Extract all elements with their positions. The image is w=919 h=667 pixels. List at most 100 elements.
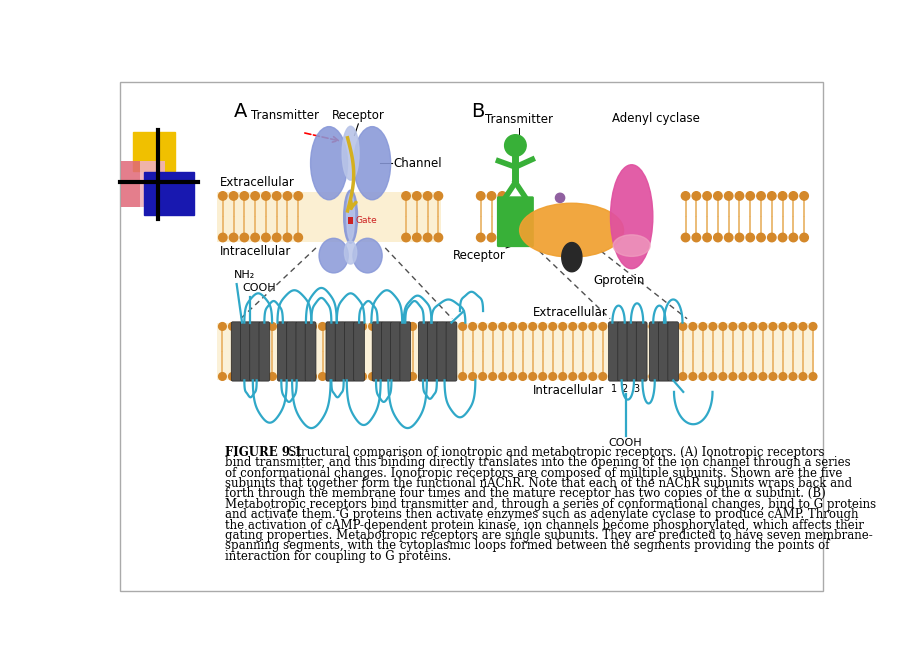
Text: Extracellular: Extracellular — [532, 305, 607, 319]
Circle shape — [438, 323, 446, 330]
Circle shape — [389, 323, 396, 330]
Circle shape — [229, 233, 237, 241]
Circle shape — [299, 323, 306, 330]
Circle shape — [358, 373, 366, 380]
Text: Metabotropic receptors bind transmitter and, through a series of conformational : Metabotropic receptors bind transmitter … — [225, 498, 875, 511]
Circle shape — [549, 373, 556, 380]
Circle shape — [766, 233, 776, 241]
Text: Channel: Channel — [392, 157, 441, 169]
Circle shape — [691, 191, 699, 200]
Circle shape — [228, 323, 236, 330]
Circle shape — [678, 373, 686, 380]
Circle shape — [428, 323, 436, 330]
Circle shape — [728, 373, 736, 380]
Circle shape — [261, 233, 270, 241]
Text: Receptor: Receptor — [453, 249, 505, 262]
Circle shape — [476, 191, 484, 200]
Circle shape — [728, 323, 736, 330]
Circle shape — [238, 373, 246, 380]
Circle shape — [408, 373, 416, 380]
Circle shape — [398, 373, 406, 380]
Ellipse shape — [353, 238, 381, 273]
Circle shape — [219, 233, 227, 241]
Circle shape — [789, 373, 796, 380]
Ellipse shape — [311, 127, 347, 200]
Text: forth through the membrane four times and the mature receptor has two copies of : forth through the membrane four times an… — [225, 488, 825, 500]
Circle shape — [459, 323, 466, 330]
FancyBboxPatch shape — [496, 196, 533, 247]
FancyBboxPatch shape — [287, 321, 297, 381]
FancyBboxPatch shape — [372, 321, 382, 381]
Circle shape — [498, 373, 506, 380]
Circle shape — [497, 191, 506, 200]
Circle shape — [738, 323, 746, 330]
Circle shape — [598, 323, 606, 330]
FancyBboxPatch shape — [217, 191, 440, 241]
Circle shape — [528, 373, 536, 380]
Circle shape — [658, 373, 666, 380]
Circle shape — [497, 233, 506, 241]
Circle shape — [713, 233, 721, 241]
Circle shape — [681, 233, 689, 241]
Circle shape — [777, 233, 786, 241]
Circle shape — [487, 191, 495, 200]
Circle shape — [488, 323, 496, 330]
Ellipse shape — [344, 190, 357, 243]
Circle shape — [469, 323, 476, 330]
Text: Receptor: Receptor — [332, 109, 384, 122]
Text: B: B — [471, 101, 484, 121]
FancyBboxPatch shape — [344, 321, 355, 381]
Circle shape — [258, 323, 266, 330]
Circle shape — [698, 323, 706, 330]
FancyBboxPatch shape — [627, 321, 637, 381]
Circle shape — [789, 323, 796, 330]
Circle shape — [294, 233, 302, 241]
Circle shape — [688, 373, 696, 380]
Circle shape — [719, 373, 726, 380]
Circle shape — [799, 373, 806, 380]
Ellipse shape — [612, 235, 650, 256]
Circle shape — [568, 323, 576, 330]
Circle shape — [398, 323, 406, 330]
Text: Extracellular: Extracellular — [220, 175, 294, 189]
Circle shape — [734, 233, 743, 241]
Circle shape — [608, 373, 616, 380]
Circle shape — [240, 191, 248, 200]
Circle shape — [338, 373, 346, 380]
FancyBboxPatch shape — [607, 321, 618, 381]
Polygon shape — [144, 173, 194, 215]
Text: and activate them. G proteins then activate enzymes such as adenylate cyclase to: and activate them. G proteins then activ… — [225, 508, 857, 521]
Circle shape — [478, 373, 486, 380]
Circle shape — [758, 373, 766, 380]
Circle shape — [608, 323, 616, 330]
Circle shape — [709, 373, 716, 380]
FancyBboxPatch shape — [305, 321, 315, 381]
FancyBboxPatch shape — [325, 321, 336, 381]
Text: NH₂: NH₂ — [234, 270, 255, 280]
Circle shape — [734, 191, 743, 200]
FancyBboxPatch shape — [353, 321, 364, 381]
Circle shape — [328, 373, 336, 380]
FancyBboxPatch shape — [348, 217, 353, 223]
Ellipse shape — [346, 193, 354, 240]
Circle shape — [768, 373, 776, 380]
Circle shape — [240, 233, 248, 241]
Circle shape — [423, 191, 431, 200]
Text: Intracellular: Intracellular — [220, 245, 290, 258]
Circle shape — [639, 323, 646, 330]
Circle shape — [423, 233, 431, 241]
FancyBboxPatch shape — [141, 161, 165, 207]
Text: Adenyl cyclase: Adenyl cyclase — [612, 111, 699, 125]
Text: 3: 3 — [632, 384, 639, 394]
Ellipse shape — [344, 241, 357, 264]
Circle shape — [588, 323, 596, 330]
Ellipse shape — [353, 127, 391, 200]
Circle shape — [709, 323, 716, 330]
Circle shape — [369, 323, 376, 330]
FancyBboxPatch shape — [636, 321, 646, 381]
FancyBboxPatch shape — [437, 321, 448, 381]
Circle shape — [629, 323, 636, 330]
Circle shape — [648, 323, 656, 330]
Text: Structural comparison of ionotropic and metabotropic receptors. (A) Ionotropic r: Structural comparison of ionotropic and … — [278, 446, 824, 459]
Circle shape — [261, 191, 270, 200]
